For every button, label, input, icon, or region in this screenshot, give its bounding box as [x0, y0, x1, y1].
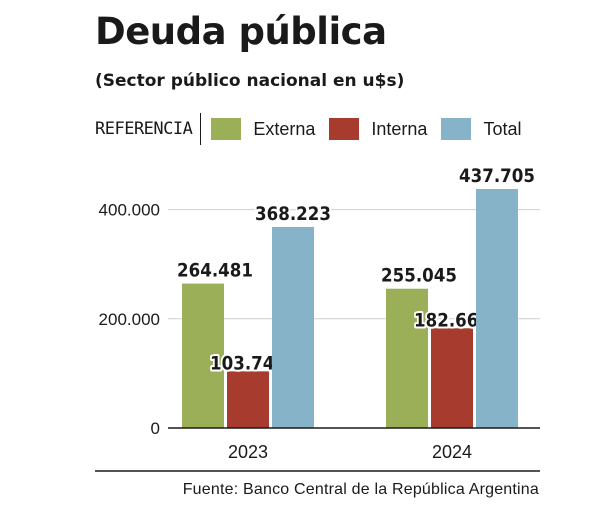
legend-swatch-total	[441, 118, 472, 140]
legend-title: REFERENCIA	[95, 119, 193, 139]
legend-item-externa: Externa	[211, 118, 315, 140]
y-tick-label: 0	[151, 419, 160, 438]
x-tick-label: 2024	[432, 442, 472, 462]
legend-label-total: Total	[483, 118, 522, 139]
legend-item-interna: Interna	[329, 118, 427, 140]
y-tick-label: 400.000	[99, 201, 160, 220]
legend-divider	[200, 113, 202, 145]
bar-total-2024	[476, 189, 518, 428]
legend-swatch-interna	[329, 118, 360, 140]
legend-swatch-externa	[211, 118, 242, 140]
bar-total-2023	[272, 226, 314, 428]
source-note: Fuente: Banco Central de la República Ar…	[182, 481, 539, 498]
legend-label-interna: Interna	[371, 118, 428, 139]
bar-interna-2024	[431, 328, 473, 428]
data-label-total-2023: 368.223	[255, 203, 331, 225]
bar-interna-2023	[227, 371, 269, 428]
data-label-externa-2023: 264.481	[177, 260, 253, 282]
bar-externa-2024	[386, 288, 428, 428]
x-tick-label: 2023	[228, 442, 268, 462]
bar-externa-2023	[182, 283, 224, 428]
y-tick-label: 200.000	[99, 310, 160, 329]
legend-label-externa: Externa	[253, 118, 316, 139]
legend-item-total: Total	[441, 118, 521, 140]
legend: REFERENCIA Externa Interna Total	[95, 112, 521, 146]
data-label-total-2024: 437.705	[459, 165, 535, 187]
data-label-externa-2024: 255.045	[381, 265, 457, 287]
chart-title: Deuda pública	[95, 10, 387, 53]
chart-subtitle: (Sector público nacional en u$s)	[95, 71, 405, 91]
